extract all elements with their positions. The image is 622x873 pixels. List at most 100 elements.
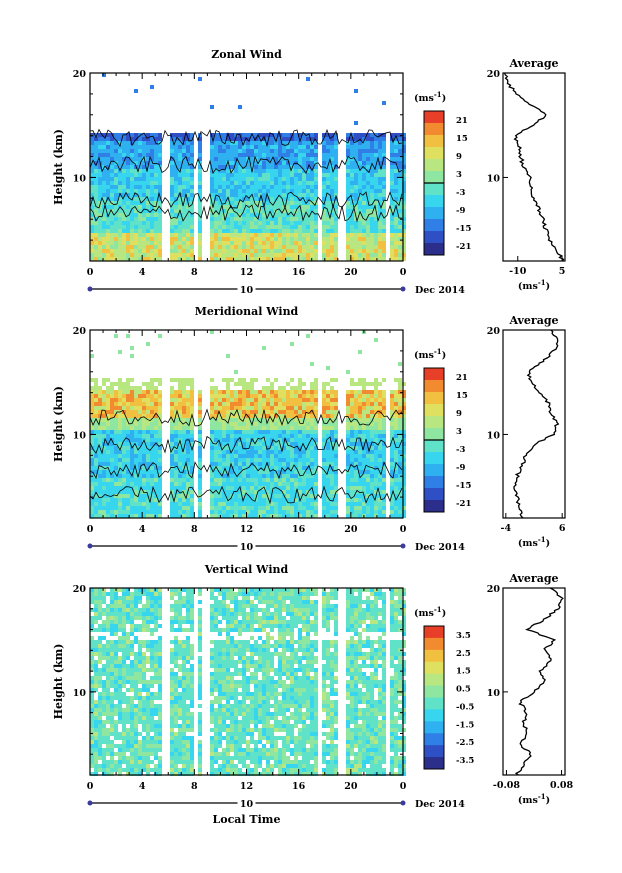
heatmap-cell — [130, 153, 134, 157]
heatmap-cell — [346, 466, 350, 470]
heatmap-cell — [398, 394, 402, 398]
heatmap-cell — [102, 177, 106, 181]
heatmap-cell — [170, 474, 174, 478]
heatmap-cell — [218, 153, 222, 157]
heatmap-cell — [126, 213, 130, 217]
heatmap-cell — [370, 133, 374, 137]
heatmap-cell — [378, 185, 382, 189]
heatmap-cell — [394, 169, 398, 173]
heatmap-cell — [282, 426, 286, 430]
heatmap-cell — [234, 185, 238, 189]
heatmap-cell — [178, 253, 182, 257]
heatmap-cell — [334, 430, 338, 434]
heatmap-cell — [314, 494, 318, 498]
heatmap-cell — [390, 498, 394, 502]
heatmap-cell — [370, 193, 374, 197]
heatmap-cell — [282, 402, 286, 406]
heatmap-cell — [370, 470, 374, 474]
heatmap-cell — [346, 169, 350, 173]
heatmap-cell — [102, 145, 106, 149]
heatmap-cell — [214, 494, 218, 498]
heatmap-cell — [178, 426, 182, 430]
heatmap-cell — [294, 390, 298, 394]
heatmap-cell — [266, 249, 270, 253]
colorbar-segment — [424, 159, 444, 172]
heatmap-cell — [222, 506, 226, 510]
colorbar-segment — [424, 183, 444, 196]
heatmap-cell — [334, 390, 338, 394]
heatmap-cell — [174, 434, 178, 438]
heatmap-cell — [378, 197, 382, 201]
heatmap-cell — [402, 133, 406, 137]
heatmap-cell — [242, 233, 246, 237]
heatmap-cell — [366, 398, 370, 402]
heatmap-cell — [398, 245, 402, 249]
heatmap-cell — [98, 450, 102, 454]
heatmap-cell — [350, 426, 354, 430]
heatmap-cell — [126, 502, 130, 506]
heatmap-cell — [350, 173, 354, 177]
heatmap-cell — [170, 406, 174, 410]
heatmap-cell — [234, 494, 238, 498]
heatmap-cell — [322, 446, 326, 450]
heatmap-cell — [106, 137, 110, 141]
heatmap-cell — [326, 438, 330, 442]
heatmap-cell — [102, 378, 106, 382]
heatmap-cell — [246, 390, 250, 394]
heatmap-cell — [214, 233, 218, 237]
heatmap-cell — [362, 402, 366, 406]
heatmap-cell — [110, 189, 114, 193]
heatmap-cell — [226, 486, 230, 490]
heatmap-cell — [354, 145, 358, 149]
heatmap-cell — [314, 474, 318, 478]
heatmap-cell — [362, 241, 366, 245]
heatmap-cell — [306, 141, 310, 145]
heatmap-cell — [254, 185, 258, 189]
heatmap-cell — [278, 434, 282, 438]
heatmap-cell — [110, 145, 114, 149]
heatmap-cell — [394, 502, 398, 506]
heatmap-cell — [294, 225, 298, 229]
heatmap-cell — [378, 249, 382, 253]
heatmap-cell — [358, 165, 362, 169]
heatmap-cell — [190, 450, 194, 454]
heatmap-cell — [262, 157, 266, 161]
heatmap-cell — [374, 137, 378, 141]
heatmap-cell — [222, 466, 226, 470]
heatmap-cell — [310, 474, 314, 478]
heatmap-cell — [354, 422, 358, 426]
heatmap-cell — [298, 253, 302, 257]
heatmap-cell — [254, 502, 258, 506]
colorbar-segment — [424, 380, 444, 393]
heatmap-cell — [258, 486, 262, 490]
heatmap-cell — [378, 510, 382, 514]
heatmap-cell — [170, 514, 174, 518]
heatmap-cell — [266, 438, 270, 442]
heatmap-cell — [150, 474, 154, 478]
heatmap-cell — [250, 189, 254, 193]
heatmap-cell — [298, 237, 302, 241]
heatmap-cell — [146, 422, 150, 426]
heatmap-cell — [246, 245, 250, 249]
heatmap-cell — [326, 478, 330, 482]
heatmap-cell — [294, 502, 298, 506]
heatmap-cell — [298, 386, 302, 390]
heatmap-cell — [350, 498, 354, 502]
heatmap-cell — [154, 229, 158, 233]
heatmap-cell — [302, 257, 306, 261]
heatmap-cell — [190, 225, 194, 229]
heatmap-cell — [90, 410, 94, 414]
heatmap-cell — [110, 592, 114, 596]
heatmap-cell — [254, 458, 258, 462]
heatmap-cell — [102, 430, 106, 434]
x-tick-label: 20 — [344, 524, 358, 535]
heatmap-cell — [114, 422, 118, 426]
heatmap-cell — [146, 426, 150, 430]
heatmap-cell — [302, 450, 306, 454]
heatmap-cell — [154, 434, 158, 438]
heatmap-cell — [350, 193, 354, 197]
heatmap-cell — [182, 229, 186, 233]
heatmap-cell — [118, 588, 122, 592]
heatmap-cell — [290, 177, 294, 181]
heatmap-cell — [274, 193, 278, 197]
